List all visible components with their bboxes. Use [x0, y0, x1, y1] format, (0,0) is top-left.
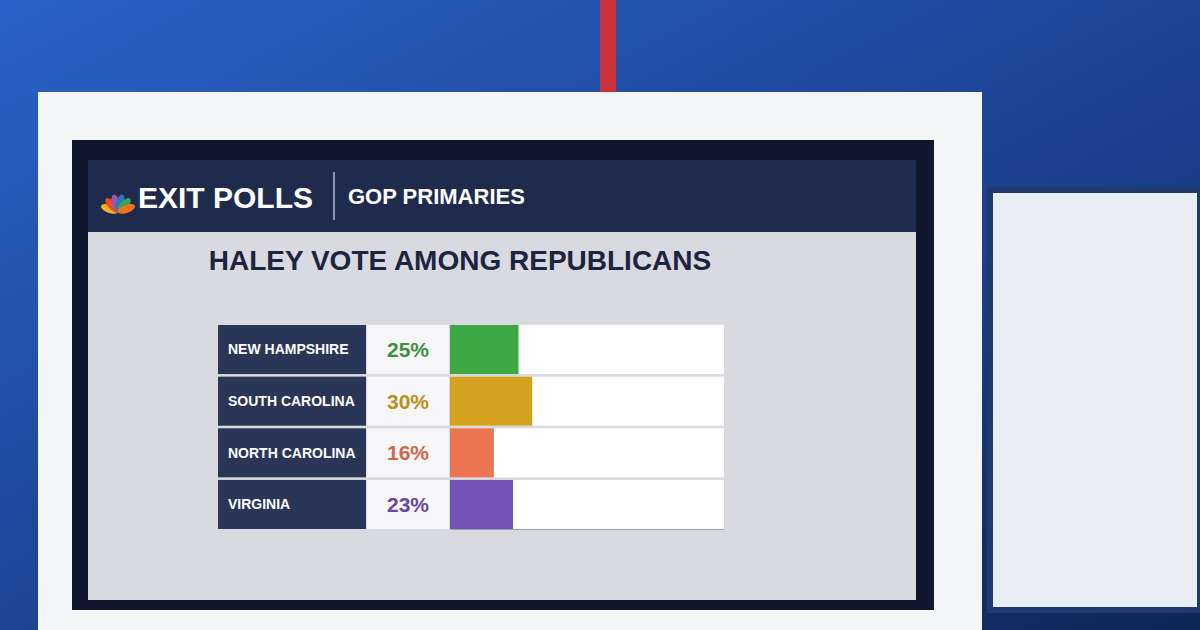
side-screen — [990, 190, 1200, 610]
bar — [450, 377, 532, 426]
value-cell — [367, 325, 449, 374]
bar — [450, 480, 513, 529]
chart-title: HALEY VOTE AMONG REPUBLICANS — [209, 245, 711, 276]
data-labels: 25% 30% 16% 23% — [387, 338, 429, 516]
header-section: GOP PRIMARIES — [348, 184, 525, 209]
chart-svg: EXIT POLLS GOP PRIMARIES HALEY VOTE AMONG … — [0, 0, 1200, 630]
header-bar — [88, 160, 916, 232]
bar — [450, 325, 519, 374]
background — [0, 0, 1200, 630]
header-label: EXIT POLLS — [138, 181, 313, 214]
bar-track — [450, 428, 724, 477]
category-axis: NEW HAMPSHIRE SOUTH CAROLINA NORTH CAROLIN… — [228, 341, 356, 512]
bar-track — [450, 377, 724, 426]
value-cell — [367, 377, 449, 426]
category-cell — [218, 428, 366, 477]
board-frame — [38, 92, 982, 630]
value-cell — [367, 428, 449, 477]
data-label: 16% — [387, 441, 429, 464]
bar-track — [450, 325, 724, 374]
category-label: NORTH CAROLINA — [228, 445, 356, 461]
logo-feather — [117, 202, 137, 216]
bar-track — [450, 480, 724, 529]
axis-line — [451, 529, 725, 530]
bars — [450, 325, 532, 529]
data-label: 23% — [387, 493, 429, 516]
rows — [218, 325, 724, 529]
value-cell — [367, 480, 449, 529]
screen — [72, 140, 934, 610]
header-divider — [333, 172, 335, 220]
category-label: SOUTH CAROLINA — [228, 393, 355, 409]
value-axis — [451, 529, 725, 530]
category-cell — [218, 480, 366, 529]
logo — [100, 194, 137, 216]
bar — [450, 428, 494, 477]
category-cell — [218, 325, 366, 374]
data-label: 30% — [387, 390, 429, 413]
category-label: VIRGINIA — [228, 496, 290, 512]
category-label: NEW HAMPSHIRE — [228, 341, 349, 357]
category-cell — [218, 377, 366, 426]
data-label: 25% — [387, 338, 429, 361]
panel — [88, 160, 916, 600]
studio-stripe — [600, 0, 616, 100]
